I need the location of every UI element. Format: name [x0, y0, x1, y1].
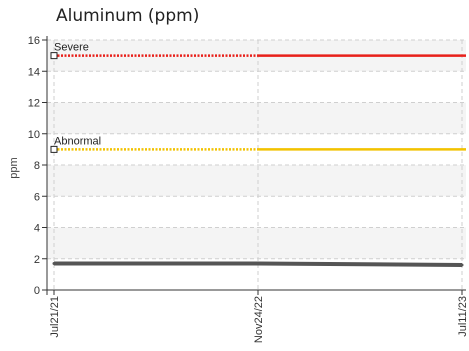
- x-tick-label: Jul21/21: [49, 296, 61, 338]
- y-tick-label: 14: [28, 66, 40, 78]
- background-band: [47, 165, 466, 197]
- y-tick-label: 8: [34, 160, 40, 172]
- y-tick-label: 0: [34, 285, 40, 297]
- background-band: [47, 102, 466, 134]
- background-band: [47, 227, 466, 259]
- threshold-label: Severe: [54, 42, 89, 54]
- data-point: [52, 261, 56, 265]
- y-tick-labels: 0 2 4 6 8 10 12 14 16: [28, 35, 47, 297]
- y-tick-label: 2: [34, 254, 40, 266]
- y-tick-label: 16: [28, 35, 40, 47]
- threshold-marker: [50, 145, 58, 153]
- y-tick-label: 4: [34, 223, 40, 235]
- y-axis-label: ppm: [8, 157, 20, 178]
- x-tick-label: Nov24/22: [253, 296, 265, 343]
- y-tick-label: 10: [28, 129, 40, 141]
- x-tick-labels: Jul21/21 Nov24/22 Jul11/23: [49, 290, 469, 343]
- x-tick-label: Jul11/23: [457, 296, 469, 337]
- threshold-lines: Severe Abnormal: [50, 42, 466, 153]
- threshold-label: Abnormal: [54, 135, 101, 147]
- data-point: [256, 261, 260, 265]
- threshold-marker: [50, 52, 58, 60]
- data-series: [52, 261, 464, 267]
- chart-title: Aluminum (ppm): [56, 6, 200, 26]
- y-tick-label: 12: [28, 98, 40, 110]
- background-bands: [47, 40, 466, 259]
- y-tick-label: 6: [34, 191, 40, 203]
- data-point: [460, 263, 464, 267]
